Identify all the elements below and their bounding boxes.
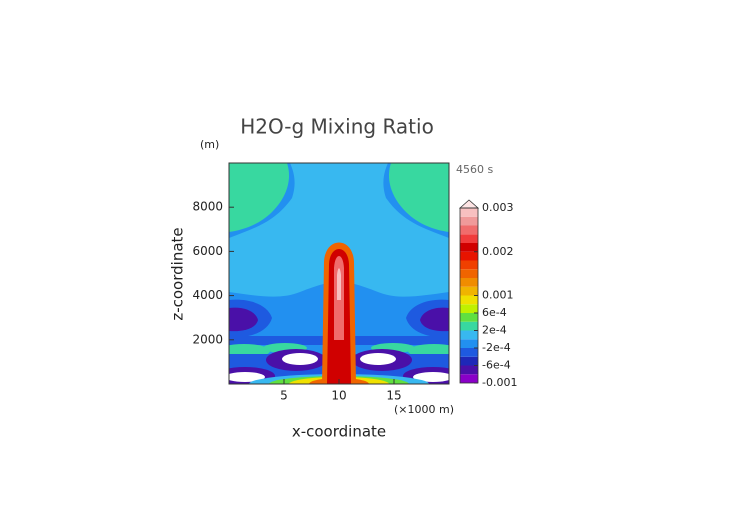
colorbar-tick-label: 0.001: [482, 289, 514, 302]
field: [229, 163, 449, 384]
contour-region: [413, 372, 449, 382]
contour-region: [229, 307, 258, 332]
colorbar-band: [460, 216, 478, 226]
colorbar-band: [460, 260, 478, 270]
y-tick-label: 8000: [192, 200, 223, 214]
contour-region: [282, 353, 318, 365]
colorbar-over: [458, 199, 480, 209]
x-axis-label: x-coordinate: [292, 423, 386, 441]
colorbar-tick-label: -2e-4: [482, 341, 511, 354]
colorbar-band: [460, 348, 478, 357]
y-tick-label: 6000: [192, 244, 223, 258]
colorbar-tick-label: 0.002: [482, 245, 514, 258]
colorbar-band: [460, 313, 478, 322]
colorbar-band: [460, 269, 478, 278]
colorbar-band: [460, 286, 478, 296]
colorbar-band: [460, 295, 478, 305]
contour-region: [388, 163, 449, 232]
colorbar-band: [460, 251, 478, 261]
chart-title: H2O-g Mixing Ratio: [240, 115, 434, 139]
time-label: 4560 s: [456, 163, 493, 176]
colorbar-tick-label: -6e-4: [482, 359, 511, 372]
colorbar-band: [460, 339, 478, 348]
colorbar-band: [460, 243, 478, 252]
contour-region: [337, 268, 341, 300]
colorbar-tick-label: 2e-4: [482, 324, 507, 337]
colorbar-band: [460, 365, 478, 375]
colorbar-tick-label: 6e-4: [482, 306, 507, 319]
colorbar-band: [460, 225, 478, 235]
contour-region: [420, 307, 449, 332]
colorbar-band: [460, 304, 478, 313]
colorbar-band: [460, 374, 478, 383]
x-tick-label: 15: [386, 389, 401, 403]
colorbar-band: [460, 330, 478, 340]
y-unit: (m): [200, 138, 219, 151]
contour-region: [360, 353, 396, 365]
colorbar-band: [460, 278, 478, 287]
colorbar-band: [460, 234, 478, 243]
contour-region: [229, 163, 449, 297]
colorbar-band: [460, 208, 478, 217]
x-tick-label: 10: [331, 389, 346, 403]
x-unit: (×1000 m): [394, 403, 454, 416]
colorbar-band: [460, 356, 478, 366]
contour-region: [229, 163, 290, 232]
x-tick-label: 5: [280, 389, 288, 403]
y-tick-label: 2000: [192, 332, 223, 346]
colorbar-tick-label: -0.001: [482, 376, 517, 389]
colorbar-band: [460, 321, 478, 331]
y-tick-label: 4000: [192, 288, 223, 302]
contour-region: [229, 372, 265, 382]
colorbar-tick-label: 0.003: [482, 201, 514, 214]
y-axis-label: z-coordinate: [169, 227, 187, 320]
